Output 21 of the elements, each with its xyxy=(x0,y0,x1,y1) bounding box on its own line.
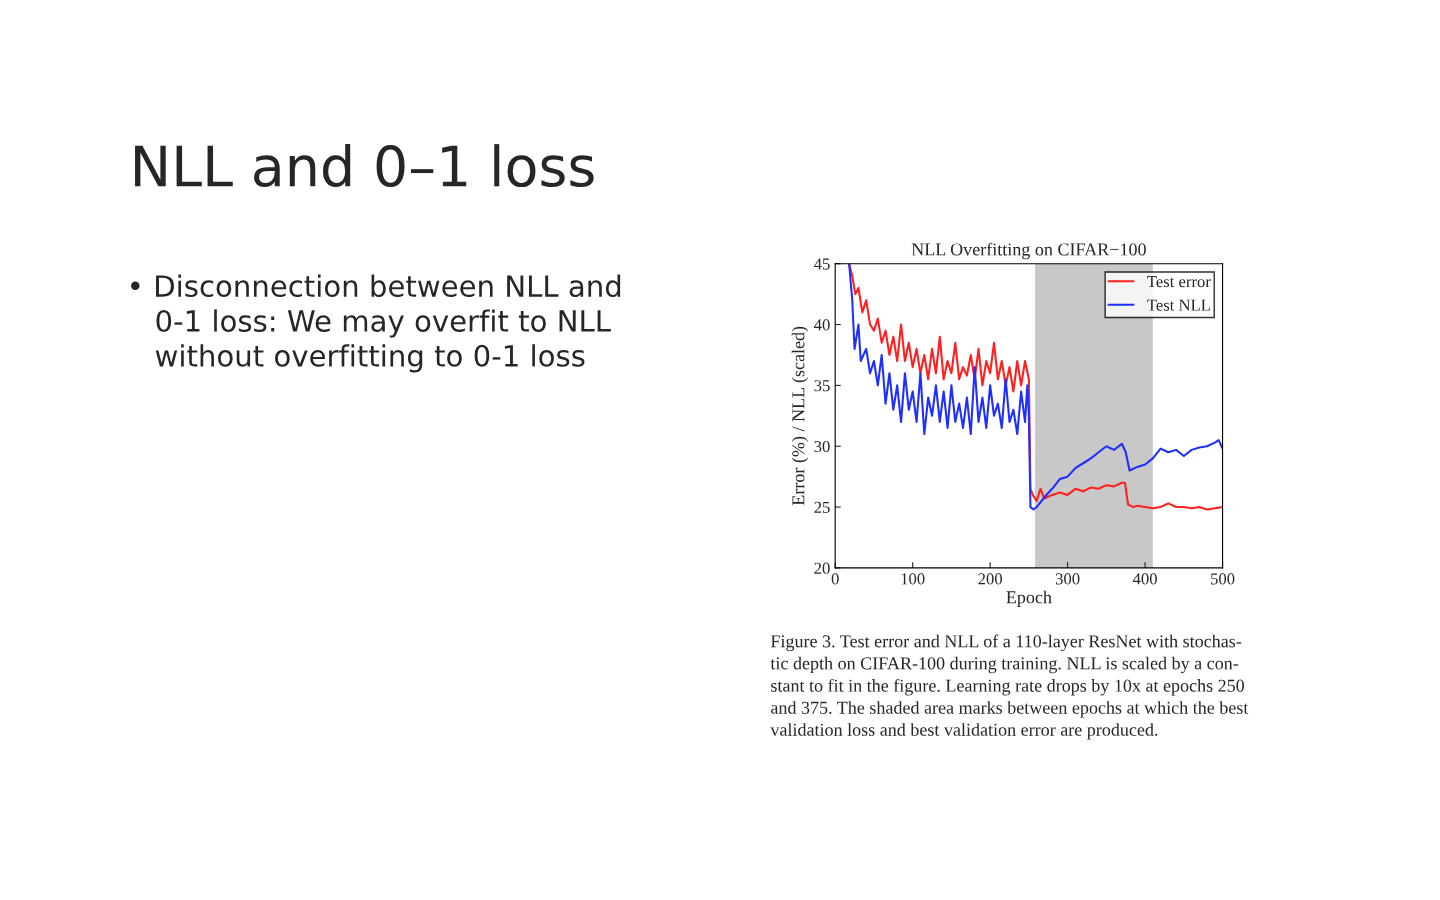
x-tick-label: 400 xyxy=(1132,573,1157,585)
x-tick-label: 0 xyxy=(831,573,839,585)
chart-title: NLL Overfitting on CIFAR−100 xyxy=(911,242,1146,260)
text: • Disconnection between NLL and 0-1 loss: We may overfit to NLL without overfitting to 0-1 loss xyxy=(131,274,621,373)
x-tick-label: 500 xyxy=(1211,573,1235,585)
legend-label: Test error xyxy=(1147,276,1211,288)
y-axis-title: Error (%) / NLL (scaled) xyxy=(791,326,809,506)
caption: Figure 3. Test error and NLL of a 110-layer ResNet with stochas- tic depth on CIFAR-100 during training. NLL is scaled by a con- stant to fit in the figure. Learning rate drops by 10x at epochs 250 and 375. The shaded area marks between epochs at which the best validation loss and best validation error are produced. xyxy=(770,634,1249,740)
y-tick-label: 35 xyxy=(814,380,830,392)
x-tick-label: 300 xyxy=(1055,573,1080,585)
line-series xyxy=(848,263,1223,511)
x-tick-label: 200 xyxy=(978,573,1003,585)
y-tick-label: 30 xyxy=(814,440,830,453)
y-tick-label: 45 xyxy=(814,258,830,270)
y-tick-label: 25 xyxy=(814,501,830,514)
x-tick-label: 100 xyxy=(901,573,925,585)
text: NLL and 0–1 loss xyxy=(135,144,594,188)
x-axis-title: Epoch xyxy=(1006,590,1052,608)
y-tick-label: 40 xyxy=(814,319,830,331)
legend-label: Test NLL xyxy=(1147,299,1210,311)
y-tick-label: 20 xyxy=(814,562,830,574)
